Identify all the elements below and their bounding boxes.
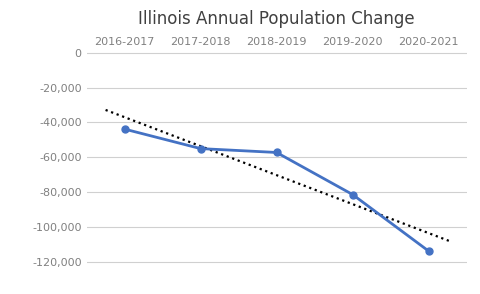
Text: 2018-2019: 2018-2019	[246, 37, 306, 47]
Text: 2016-2017: 2016-2017	[94, 37, 155, 47]
Text: 2019-2020: 2019-2020	[322, 37, 382, 47]
Text: 2017-2018: 2017-2018	[170, 37, 230, 47]
Text: 2020-2021: 2020-2021	[397, 37, 458, 47]
Title: Illinois Annual Population Change: Illinois Annual Population Change	[138, 10, 414, 28]
